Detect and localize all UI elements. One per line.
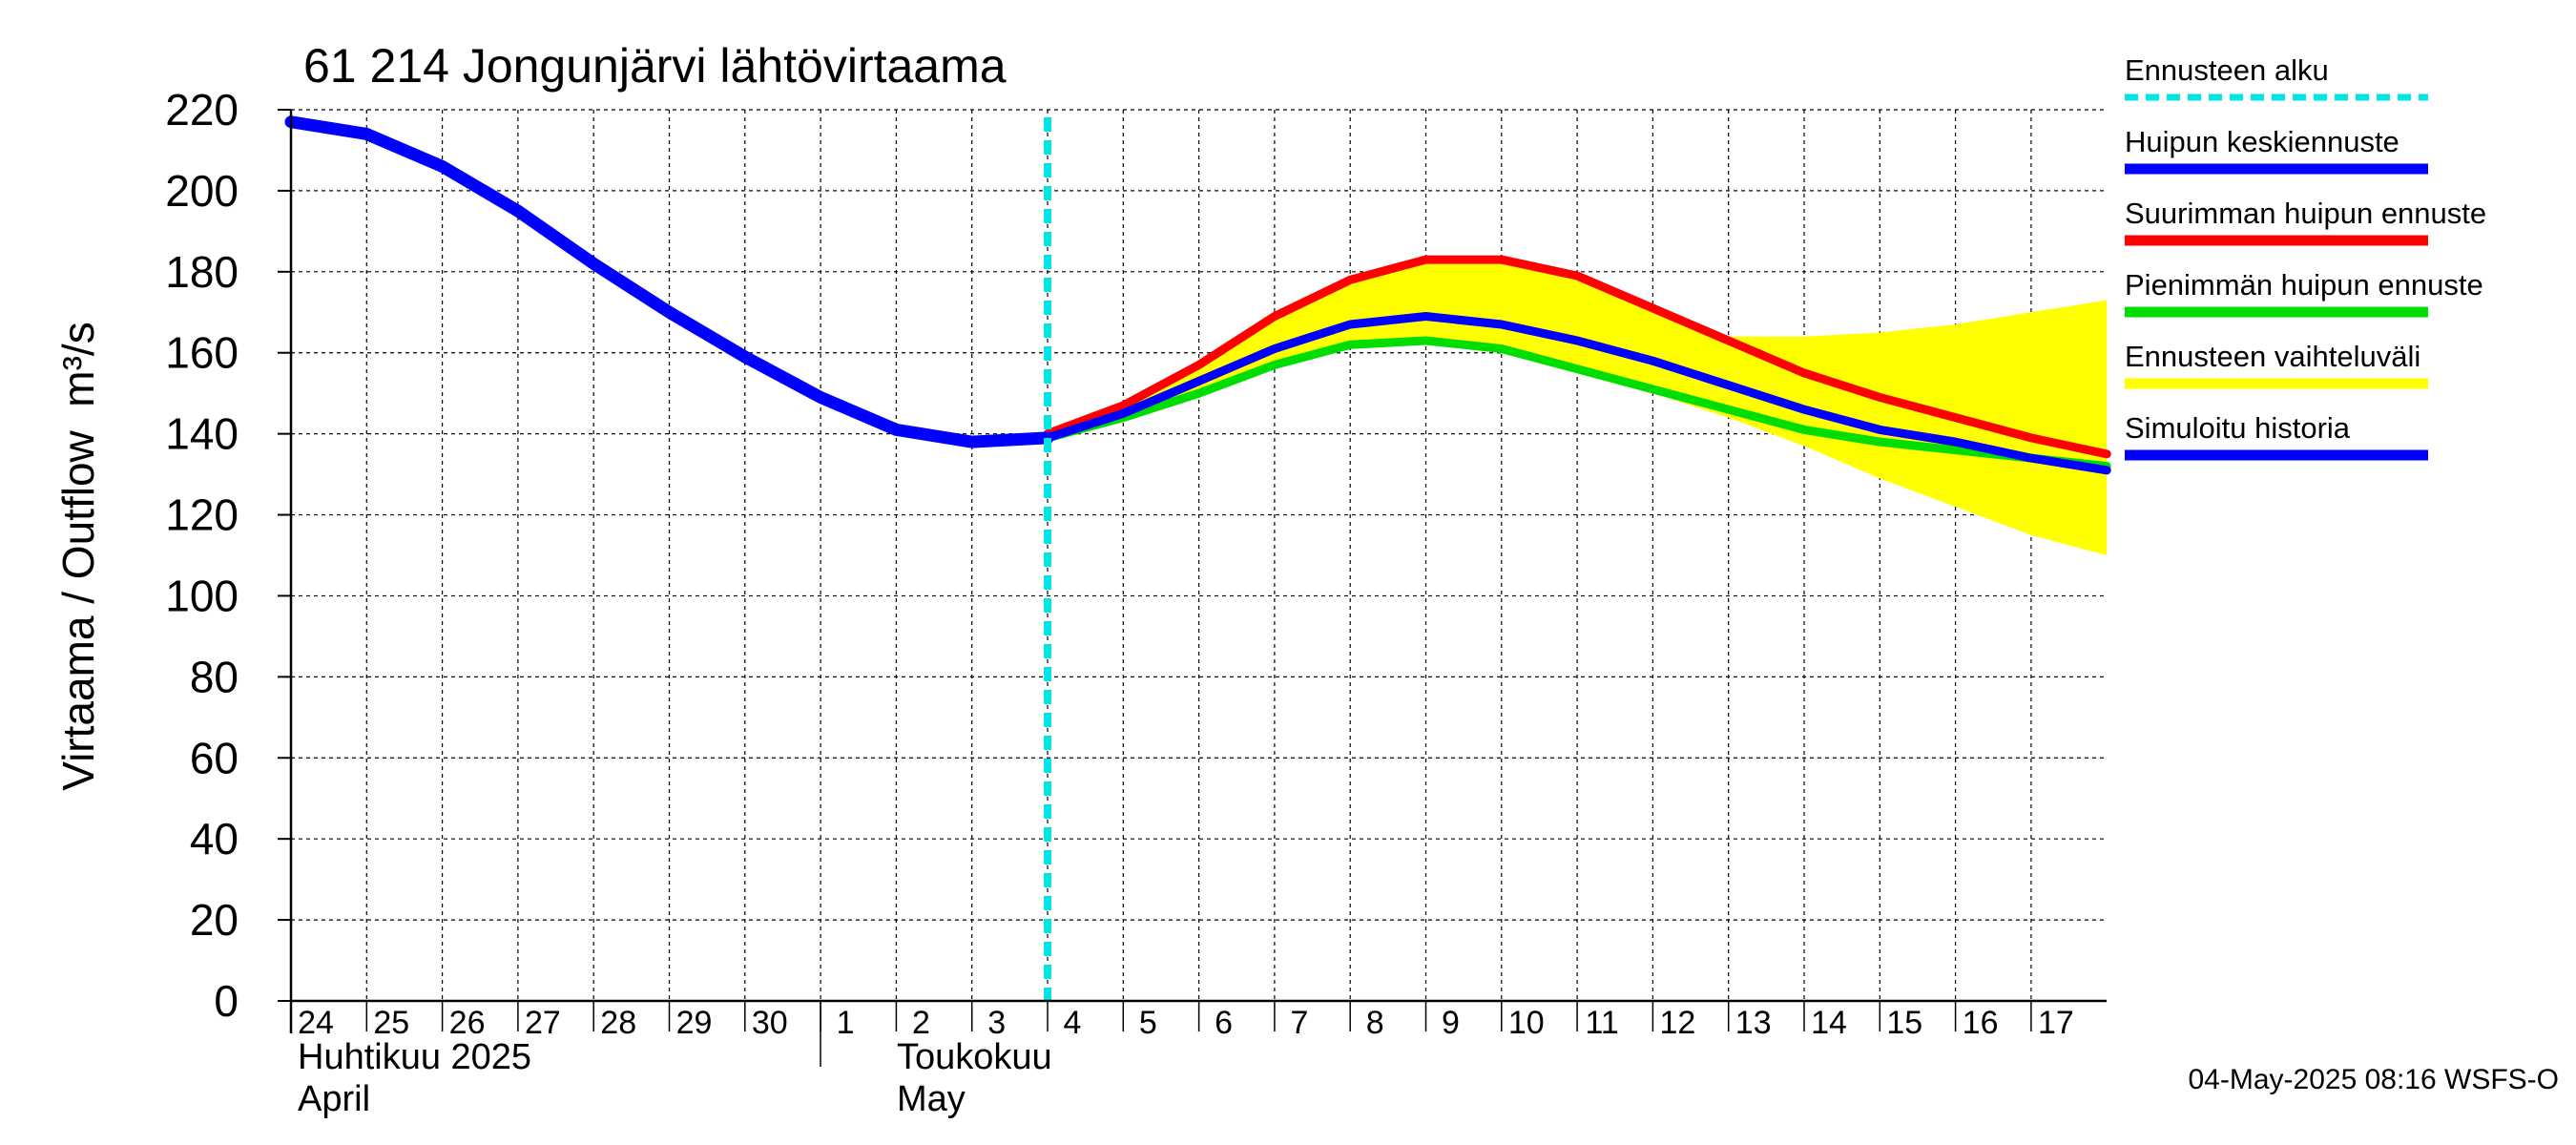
y-tick-label-5: 100 [165,571,239,620]
x-tick-label-7: 1 [837,1005,855,1041]
month-label-fi-0: Huhtikuu 2025 [298,1037,531,1077]
month-label-en-0: April [298,1079,370,1119]
x-tick-label-22: 16 [1963,1005,1999,1041]
series-line-0 [284,115,1054,448]
x-tick-label-16: 10 [1508,1005,1545,1041]
x-tick-label-9: 3 [987,1005,1006,1041]
x-tick-label-14: 8 [1366,1005,1384,1041]
legend: Ennusteen alku Huipun keskiennuste Suurimm… [2125,53,2486,461]
series-layer [284,115,2111,1001]
x-tick-label-23: 17 [2038,1005,2074,1041]
x-tick-label-18: 12 [1659,1005,1695,1041]
x-tick-label-13: 7 [1290,1005,1308,1041]
y-tick-label-8: 160 [165,328,239,378]
series-line-1 [1043,312,2111,475]
x-tick-label-1: 25 [373,1005,409,1041]
x-tick-label-6: 30 [752,1005,788,1041]
x-tick-label-21: 15 [1886,1005,1922,1041]
y-tick-label-10: 200 [165,166,239,216]
x-tick-label-5: 29 [676,1005,713,1041]
legend-label-5: Simuloitu historia [2125,411,2351,445]
x-tick-label-4: 28 [600,1005,636,1041]
x-tick-label-15: 9 [1442,1005,1460,1041]
legend-label-3: Pienimmän huipun ennuste [2125,268,2483,302]
y-tick-label-6: 120 [165,490,239,540]
x-tick-label-12: 6 [1215,1005,1233,1041]
chart-title: 61 214 Jongunjärvi lähtövirtaama [303,39,1007,93]
x-tick-label-0: 24 [298,1005,334,1041]
legend-label-2: Suurimman huipun ennuste [2125,197,2486,230]
y-axis-label: Virtaama / Outflow m³/s [53,322,103,790]
x-tick-label-19: 13 [1735,1005,1772,1041]
month-label-en-1: May [897,1079,966,1119]
axes [289,110,2107,1067]
y-ticks: 0 20 40 60 80 100 120 140 160 180 200 220 [165,85,291,1026]
x-tick-label-11: 5 [1139,1005,1157,1041]
x-tick-label-2: 26 [449,1005,486,1041]
legend-label-4: Ennusteen vaihteluväli [2125,340,2420,373]
month-label-fi-1: Toukokuu [897,1037,1052,1077]
y-tick-label-7: 140 [165,409,239,459]
series-line-3 [1043,336,2111,471]
y-tick-label-0: 0 [214,976,239,1026]
x-tick-label-20: 14 [1811,1005,1847,1041]
legend-label-1: Huipun keskiennuste [2125,125,2399,158]
y-tick-label-11: 220 [165,85,239,135]
footer-timestamp: 04-May-2025 08:16 WSFS-O [2189,1064,2560,1095]
y-axis-label-text: Virtaama / Outflow [53,429,103,790]
x-tick-label-10: 4 [1064,1005,1082,1041]
legend-label-0: Ennusteen alku [2125,53,2329,87]
x-tick-label-8: 2 [912,1005,930,1041]
x-ticks: 24 25 26 27 28 29 30 1 2 3 4 5 6 7 8 9 10 11 12 13 14 15 16 17 [290,1001,2074,1041]
y-tick-label-2: 40 [190,814,239,864]
y-axis-unit: m³/s [53,322,103,406]
y-tick-label-9: 180 [165,247,239,297]
x-tick-label-3: 27 [525,1005,561,1041]
series-line-2 [1043,255,2111,459]
y-tick-label-3: 60 [190,733,239,782]
y-tick-label-4: 80 [190,652,239,701]
y-tick-label-1: 20 [190,895,239,945]
x-tick-label-17: 11 [1585,1005,1618,1041]
